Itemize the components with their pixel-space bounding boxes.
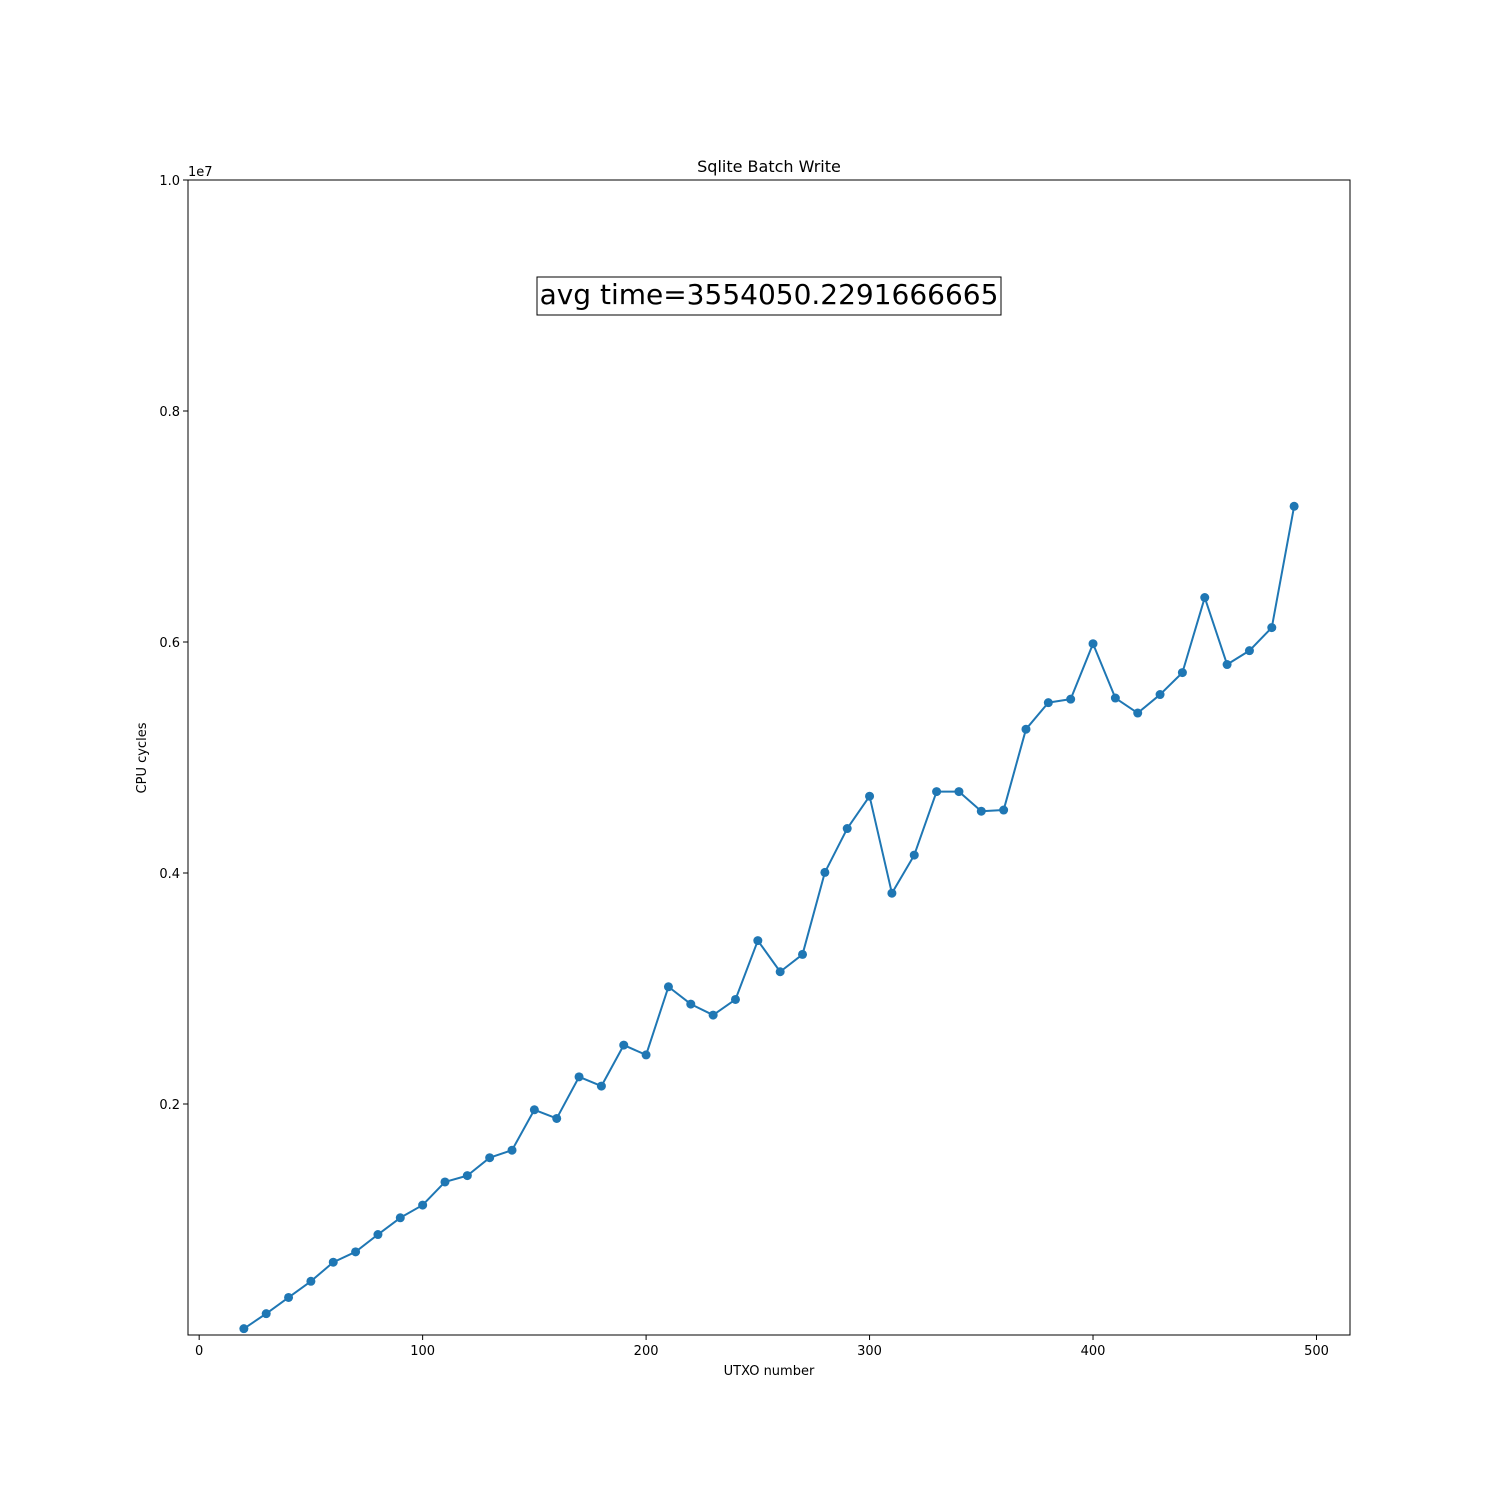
data-point (1088, 639, 1098, 649)
data-point (842, 824, 852, 834)
y-axis-ticks: 0.2 0.4 0.6 0.8 1.0 (159, 174, 188, 1113)
data-point (306, 1276, 316, 1286)
data-point (1200, 593, 1210, 603)
data-point (552, 1113, 562, 1123)
data-point (1267, 623, 1277, 633)
data-point (909, 850, 919, 860)
x-tick-label: 100 (410, 1344, 435, 1359)
data-point (1244, 646, 1254, 656)
data-point (663, 982, 673, 992)
data-point (686, 999, 696, 1009)
data-point (574, 1072, 584, 1082)
x-tick-label: 300 (857, 1344, 882, 1359)
y-axis-offset-label: 1e7 (188, 165, 213, 180)
data-series (239, 501, 1299, 1334)
data-point (395, 1213, 405, 1223)
y-axis-title: CPU cycles (135, 722, 150, 793)
data-point (351, 1247, 361, 1257)
data-point (954, 787, 964, 797)
data-point (798, 949, 808, 959)
data-point (730, 994, 740, 1004)
x-tick-label: 500 (1304, 1344, 1329, 1359)
data-point (753, 936, 763, 946)
y-tick-label: 0.4 (159, 867, 180, 882)
data-point (887, 888, 897, 898)
data-point (261, 1309, 271, 1319)
data-point (596, 1081, 606, 1091)
annotation-text: avg time=3554050.2291666665 (540, 278, 999, 311)
x-tick-label: 200 (634, 1344, 659, 1359)
y-tick-label: 1.0 (159, 174, 180, 189)
data-point (328, 1257, 338, 1267)
data-point (1155, 690, 1165, 700)
annotation-frame (536, 276, 1002, 316)
data-point (418, 1200, 428, 1210)
y-tick-label: 0.2 (159, 1098, 180, 1113)
y-tick-label: 0.6 (159, 636, 180, 651)
data-point (239, 1324, 249, 1334)
data-point (820, 867, 830, 877)
data-point (1066, 694, 1076, 704)
chart-title: Sqlite Batch Write (697, 157, 841, 176)
x-tick-label: 0 (195, 1344, 203, 1359)
data-point (1222, 660, 1232, 670)
data-point (373, 1230, 383, 1240)
y-tick-label: 0.8 (159, 405, 180, 420)
data-point (1133, 708, 1143, 718)
data-point (865, 791, 875, 801)
annotation-box: avg time=3554050.2291666665 (536, 276, 1002, 316)
data-point (1021, 724, 1031, 734)
data-point (485, 1153, 495, 1163)
data-point (976, 806, 986, 816)
data-point (529, 1105, 539, 1115)
data-point (641, 1050, 651, 1060)
data-point (1177, 668, 1187, 678)
data-point (507, 1145, 517, 1155)
plot-frame (187, 179, 1351, 1336)
x-axis-title: UTXO number (724, 1364, 815, 1379)
data-point (1043, 698, 1053, 708)
data-point (999, 805, 1009, 815)
data-point (708, 1010, 718, 1020)
data-point (932, 787, 942, 797)
data-point (462, 1171, 472, 1181)
data-point (775, 967, 785, 977)
x-tick-label: 400 (1081, 1344, 1106, 1359)
data-point (1110, 693, 1120, 703)
data-point (284, 1292, 294, 1302)
x-axis-ticks: 0 100 200 300 400 500 (195, 1335, 1329, 1359)
data-point (619, 1040, 629, 1050)
data-point (1289, 501, 1299, 511)
data-point (440, 1177, 450, 1187)
